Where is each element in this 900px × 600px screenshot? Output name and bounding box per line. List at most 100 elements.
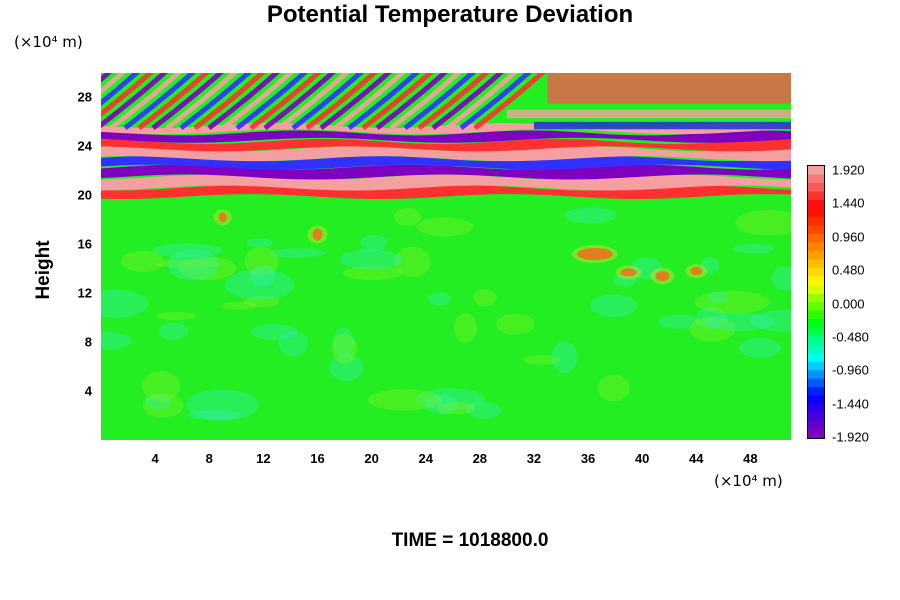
y-axis-label: Height [33,240,54,300]
colorbar-swatch [808,344,824,354]
field-patch [738,338,782,358]
field-patch [186,389,259,421]
y-tick-label: 8 [84,334,92,350]
field-patch [750,309,791,332]
warm-cell [690,267,703,276]
y-tick-label: 16 [77,236,92,252]
x-tick-label: 8 [205,451,213,466]
time-label: TIME = 1018800.0 [391,530,549,551]
colorbar-swatch [808,166,824,176]
temperature-band [101,174,791,191]
wave-stripe [123,73,197,131]
x-tick-label: 44 [689,451,704,466]
colorbar-swatch [808,183,824,193]
warm-halo [213,209,232,226]
colorbar-tick-label: -1.920 [832,429,869,445]
y-tick-label: 20 [77,187,92,203]
y-tick-label: 28 [77,89,92,105]
field-patch [523,354,561,365]
colorbar-swatch [808,336,824,346]
y-tick-label: 24 [77,138,92,154]
colorbar-swatch [808,174,824,184]
heatmap-plot-area [101,73,791,440]
colorbar-swatch [808,268,824,278]
field-patch [269,248,325,258]
colorbar-swatch [808,421,824,431]
field-patch [141,371,181,402]
wave-stripe [319,73,393,131]
field-patch [250,323,298,340]
colorbar-tick-label: 1.440 [832,195,865,211]
wave-stripe [165,73,239,131]
wave-stripe [417,73,491,131]
colorbar [807,165,825,439]
field-patch [453,313,478,343]
colorbar-swatch [808,310,824,320]
colorbar-swatch [808,361,824,371]
colorbar-tick-label: 0.960 [832,229,865,245]
warm-halo [615,265,642,280]
wave-stripe [431,73,505,131]
field-patch [695,306,727,329]
colorbar-swatch [808,395,824,405]
wave-stripe [375,73,449,131]
x-tick-label: 32 [526,451,542,466]
field-patch [144,393,172,409]
colorbar-swatch [808,208,824,218]
field-patch [394,246,431,278]
wave-stripe [109,73,183,131]
colorbar-swatch [808,225,824,235]
wave-stripe [389,73,463,131]
wave-stripe [277,73,351,131]
field-patch [425,394,459,415]
field-patch [342,265,403,281]
wave-stripe [403,73,477,131]
y-tick-label: 4 [84,383,92,399]
colorbar-swatch [808,251,824,261]
wave-stripe [347,73,421,131]
colorbar-swatch [808,370,824,380]
x-tick-label: 20 [364,451,379,466]
x-tick-label: 36 [580,451,596,466]
field-patch [700,256,720,274]
warm-halo [650,268,675,285]
field-patch [225,269,295,301]
wave-stripe [101,73,127,95]
colorbar-swatch [808,200,824,210]
colorbar-tick-label: -0.960 [832,362,869,378]
field-patch [416,388,485,411]
field-patch [329,354,364,382]
field-patch [121,250,165,272]
field-patch [158,322,189,341]
y-tick-label: 12 [77,285,92,301]
colorbar-swatch [808,327,824,337]
field-patch [155,259,223,269]
field-patch [416,217,474,237]
field-patch [152,243,223,258]
field-patch [339,249,403,270]
colorbar-swatch [808,387,824,397]
colorbar-swatch [808,404,824,414]
colorbar-swatch [808,191,824,201]
field-patch [243,295,280,308]
warm-cell [576,248,613,261]
wave-stripe [221,73,295,131]
warm-cell [655,271,670,282]
field-patch [367,389,442,411]
wave-stripe [101,73,155,118]
field-patch [221,301,257,311]
field-patch [735,209,791,236]
field-patch [278,330,309,357]
field-patch [246,238,273,248]
colorbar-swatch [808,412,824,422]
field-patch [589,294,638,318]
wave-stripe [361,73,435,131]
field-patch [333,327,355,358]
warm-cell [620,268,637,277]
field-patch [707,291,729,304]
field-patch [495,313,535,335]
field-patch [694,290,770,314]
wave-stripe [101,73,113,83]
wave-stripe [263,73,337,131]
field-patch [629,257,663,280]
